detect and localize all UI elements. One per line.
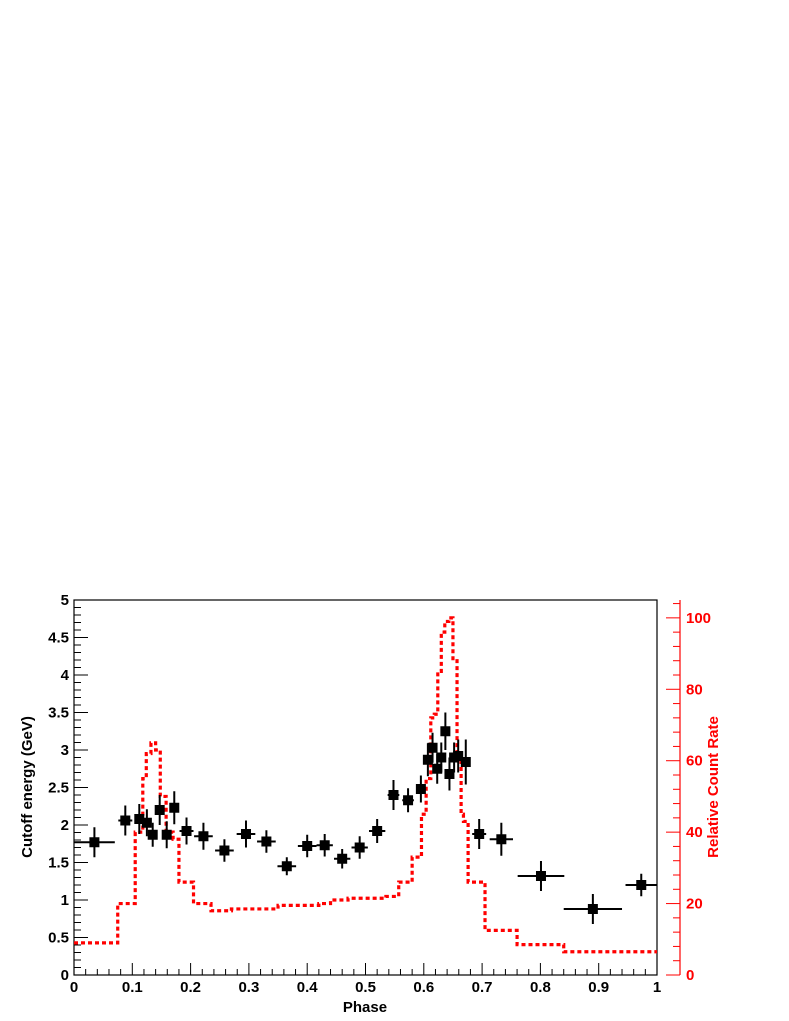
data-point bbox=[281, 861, 292, 872]
x-tick-label: 0.5 bbox=[355, 979, 376, 996]
data-point bbox=[372, 826, 383, 836]
x-tick-label: 0.2 bbox=[180, 979, 201, 996]
axes-layer bbox=[73, 599, 681, 976]
y-tick-label: 2 bbox=[61, 817, 69, 834]
x-tick-label: 0.7 bbox=[472, 979, 493, 996]
data-point bbox=[427, 742, 438, 753]
y2-tick-label: 20 bbox=[686, 896, 703, 913]
data-point bbox=[154, 805, 165, 815]
y2-tick-label: 80 bbox=[686, 681, 703, 698]
labels-layer: Phase Cutoff energy (GeV) Relative Count… bbox=[19, 592, 722, 1016]
count-rate-layer bbox=[74, 616, 657, 954]
data-point bbox=[415, 784, 426, 794]
data-point bbox=[444, 769, 455, 779]
data-point bbox=[319, 840, 330, 851]
data-point bbox=[388, 790, 399, 800]
data-point bbox=[432, 763, 443, 774]
data-point bbox=[337, 853, 348, 864]
data-point bbox=[261, 836, 272, 847]
data-point bbox=[134, 814, 145, 824]
data-point bbox=[474, 829, 485, 839]
data-point bbox=[436, 752, 447, 763]
data-point bbox=[161, 829, 172, 840]
y2-tick-label: 100 bbox=[686, 610, 711, 627]
data-point bbox=[147, 829, 158, 840]
y-tick-label: 0.5 bbox=[48, 930, 69, 947]
data-point bbox=[422, 754, 433, 765]
data-point bbox=[141, 817, 152, 828]
data-point bbox=[240, 829, 251, 839]
data-point bbox=[587, 904, 598, 914]
y-tick-label: 4.5 bbox=[48, 630, 69, 647]
y-tick-label: 2.5 bbox=[48, 780, 69, 797]
y-tick-label: 1.5 bbox=[48, 855, 69, 872]
data-point bbox=[496, 834, 507, 845]
data-point bbox=[440, 726, 451, 737]
data-point bbox=[535, 871, 546, 881]
x-tick-label: 0.1 bbox=[122, 979, 143, 996]
y2-axis-title: Relative Count Rate bbox=[705, 716, 722, 858]
x-tick-label: 0.4 bbox=[297, 979, 319, 996]
x-tick-label: 0.8 bbox=[530, 979, 551, 996]
x-tick-label: 1 bbox=[653, 979, 661, 996]
x-tick-label: 0.6 bbox=[413, 979, 434, 996]
data-point bbox=[453, 751, 464, 761]
data-point bbox=[636, 880, 647, 890]
y-tick-label: 1 bbox=[61, 892, 69, 909]
count-rate-step-line bbox=[74, 616, 657, 954]
data-point bbox=[198, 831, 209, 842]
x-tick-label: 0.9 bbox=[588, 979, 609, 996]
data-point bbox=[403, 795, 414, 806]
data-point bbox=[460, 757, 471, 767]
y-tick-label: 5 bbox=[61, 592, 69, 609]
data-point bbox=[169, 802, 180, 813]
x-tick-label: 0 bbox=[70, 979, 78, 996]
data-point bbox=[219, 845, 230, 856]
data-point bbox=[89, 837, 100, 848]
x-tick-label: 0.3 bbox=[238, 979, 259, 996]
y-tick-label: 3 bbox=[61, 742, 69, 759]
y-axis-title: Cutoff energy (GeV) bbox=[19, 716, 36, 858]
data-point bbox=[181, 826, 192, 836]
data-points-layer bbox=[74, 712, 657, 924]
data-point bbox=[302, 841, 313, 851]
y2-tick-label: 60 bbox=[686, 753, 703, 770]
y-tick-label: 0 bbox=[61, 967, 69, 984]
y-tick-label: 3.5 bbox=[48, 705, 69, 722]
data-point bbox=[354, 842, 365, 853]
y2-tick-label: 40 bbox=[686, 824, 703, 841]
x-axis-title: Phase bbox=[343, 999, 387, 1016]
y2-tick-label: 0 bbox=[686, 967, 694, 984]
y-tick-label: 4 bbox=[61, 667, 70, 684]
data-point bbox=[120, 815, 131, 826]
